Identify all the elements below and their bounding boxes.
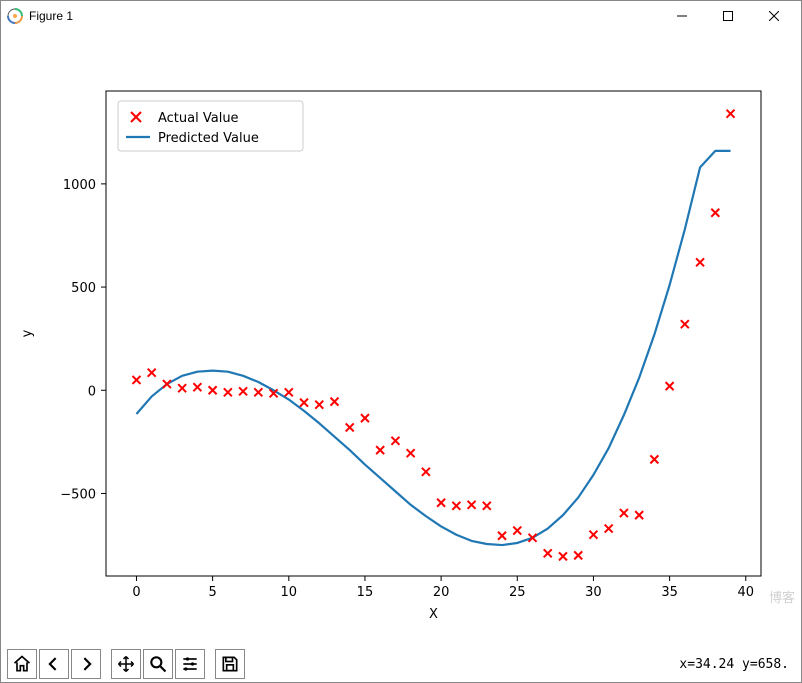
- svg-text:40: 40: [737, 585, 754, 600]
- plot-canvas[interactable]: 0 5 10 15 20 25 30 35 40 −500 0 500 1000 Xy Actual Val…: [1, 31, 801, 646]
- svg-text:Actual Value: Actual Value: [158, 111, 239, 126]
- svg-text:y: y: [20, 329, 35, 337]
- zoom-button[interactable]: [143, 649, 173, 679]
- svg-text:−500: −500: [60, 487, 96, 502]
- maximize-button[interactable]: [705, 1, 751, 31]
- app-icon: [7, 8, 23, 24]
- home-button[interactable]: [7, 649, 37, 679]
- window-title: Figure 1: [29, 9, 73, 23]
- minimize-button[interactable]: [659, 1, 705, 31]
- svg-text:20: 20: [433, 585, 450, 600]
- svg-text:10: 10: [281, 585, 298, 600]
- svg-text:1000: 1000: [63, 178, 96, 193]
- configure-subplots-button[interactable]: [175, 649, 205, 679]
- svg-text:0: 0: [88, 384, 96, 399]
- close-button[interactable]: [751, 1, 797, 31]
- svg-text:5: 5: [208, 585, 216, 600]
- window-titlebar: Figure 1: [1, 1, 801, 31]
- svg-text:X: X: [429, 607, 438, 622]
- svg-text:30: 30: [585, 585, 602, 600]
- svg-text:0: 0: [132, 585, 140, 600]
- svg-text:500: 500: [71, 281, 96, 296]
- svg-text:35: 35: [661, 585, 678, 600]
- back-button[interactable]: [39, 649, 69, 679]
- svg-text:Predicted Value: Predicted Value: [158, 131, 259, 146]
- pan-button[interactable]: [111, 649, 141, 679]
- save-button[interactable]: [215, 649, 245, 679]
- mpl-toolbar: x=34.24 y=658.: [1, 646, 801, 682]
- coord-readout: x=34.24 y=658.: [679, 657, 795, 672]
- forward-button[interactable]: [71, 649, 101, 679]
- svg-text:15: 15: [357, 585, 374, 600]
- svg-text:25: 25: [509, 585, 526, 600]
